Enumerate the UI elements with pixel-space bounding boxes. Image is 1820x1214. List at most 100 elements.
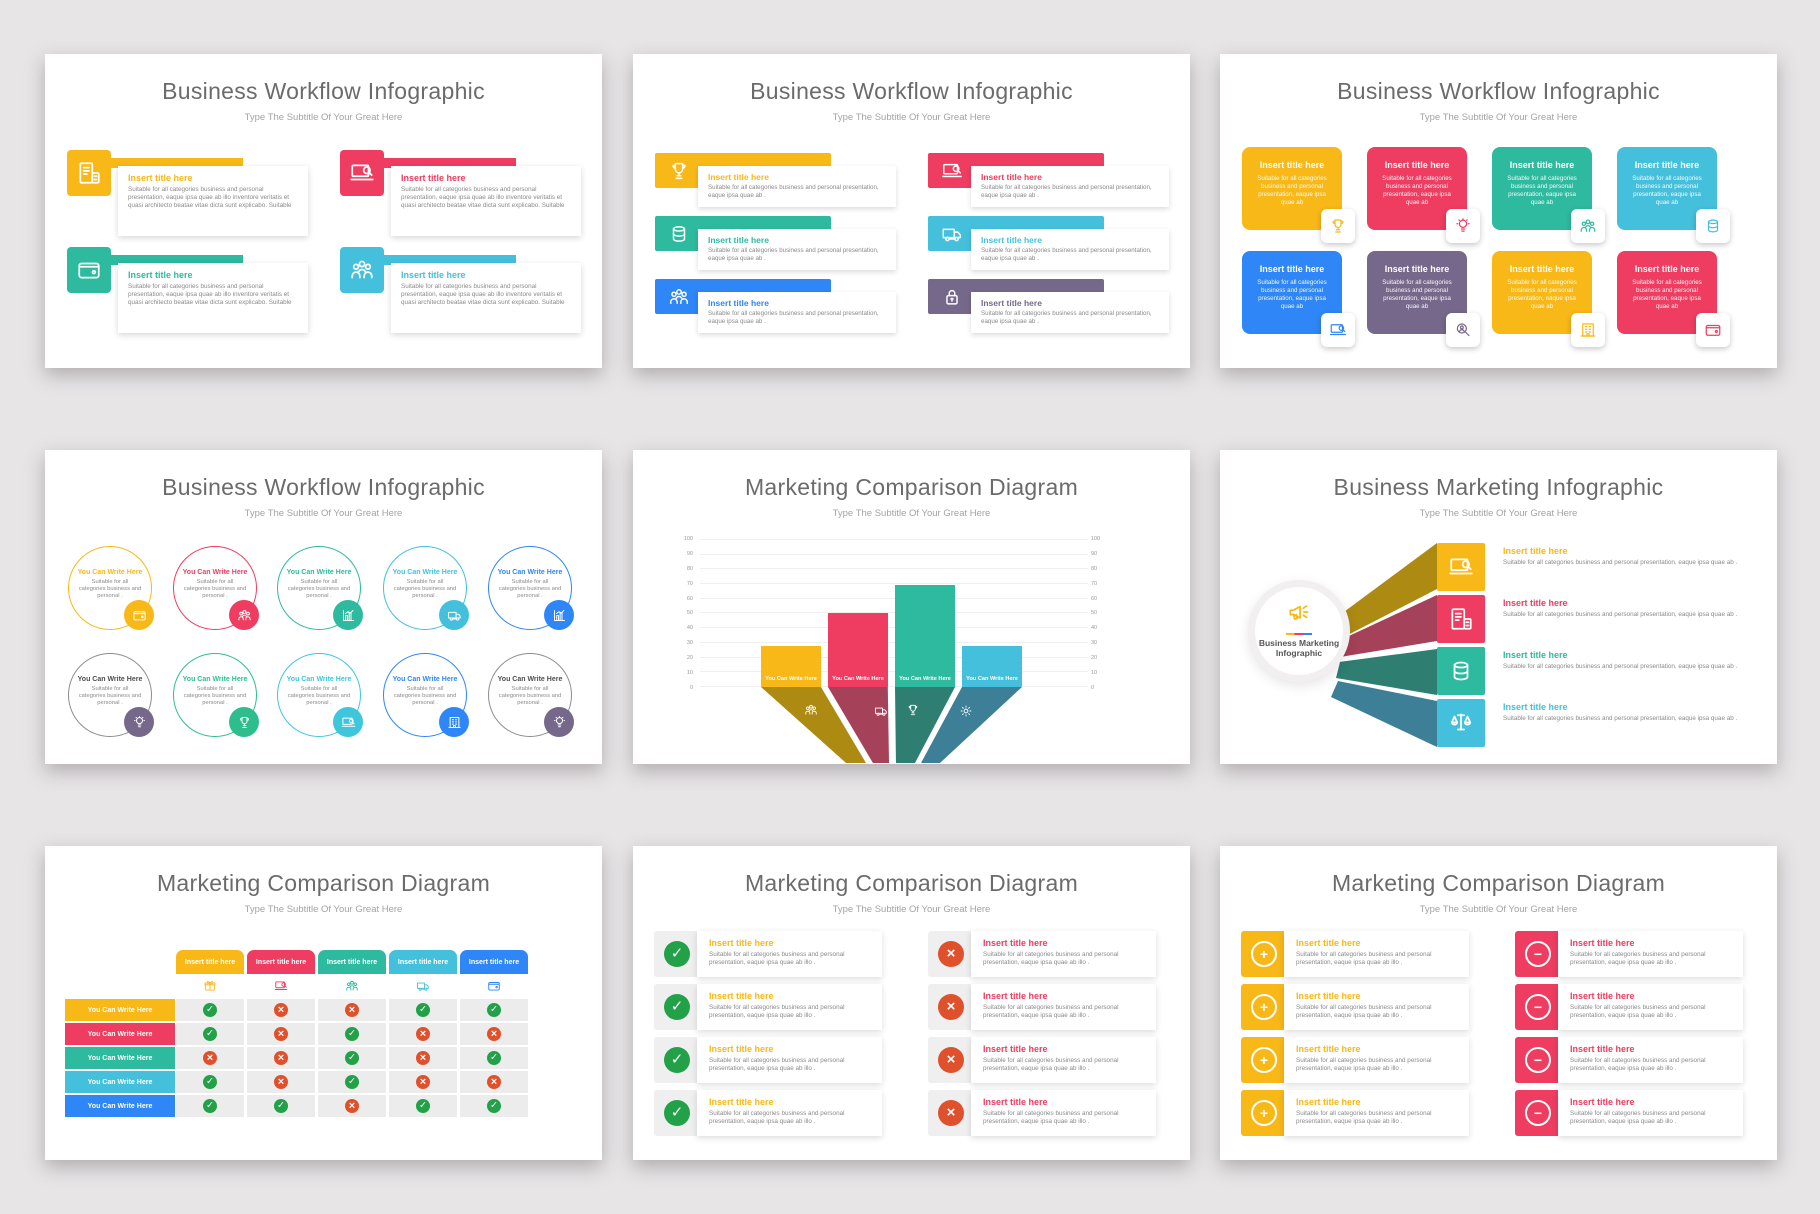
fan-text-item: Insert title here Suitable for all categ… [1503, 598, 1759, 619]
icon-tile: × [928, 1090, 974, 1136]
table-cell: × [460, 1023, 528, 1045]
item-title: Insert title here [983, 938, 1048, 948]
wallet-icon [132, 608, 147, 623]
slide-check-cross-list[interactable]: Marketing Comparison Diagram Type The Su… [633, 846, 1190, 1160]
icon-tile: + [1241, 931, 1287, 977]
gridline [700, 627, 1088, 629]
axis-tick-label: 70 [686, 580, 693, 587]
table-column-header: Insert title here [460, 950, 528, 974]
slide-subtitle: Type The Subtitle Of Your Great Here [1419, 112, 1578, 123]
item-body: Suitable for all categories business and… [401, 283, 565, 306]
row-cells: ✓ × ✓ × × [45, 1071, 602, 1093]
workflow-bar-item: Insert title here Suitable for all categ… [928, 279, 1201, 335]
column-title: Insert title here [468, 958, 520, 966]
idea-bulb-icon [552, 715, 567, 730]
slide-marketing-fan[interactable]: Business Marketing Infographic Type The … [1220, 450, 1777, 764]
document-calculator-icon [76, 160, 102, 186]
gridline [700, 568, 1088, 570]
item-title: Insert title here [1503, 546, 1568, 556]
laptop-search-icon [341, 715, 356, 730]
circle-item: You Can Write Here Suitable for all cate… [383, 546, 469, 630]
slide-title: Marketing Comparison Diagram [156, 870, 491, 896]
item-body: Suitable for all categories business and… [709, 1004, 845, 1019]
team-icon [804, 703, 818, 717]
text-card: Insert title here Suitable for all categ… [697, 1037, 882, 1083]
item-body: Suitable for all categories business and… [708, 247, 879, 262]
list-item: + Insert title here Suitable for all cat… [1241, 984, 1469, 1030]
team-icon [1579, 217, 1597, 235]
icon-dot [544, 707, 574, 737]
slide-plus-minus-list[interactable]: Marketing Comparison Diagram Type The Su… [1220, 846, 1777, 1160]
item-title: Insert title here [709, 1044, 774, 1054]
item-title: You Can Write Here [77, 569, 143, 576]
slide-title: Business Marketing Infographic [1333, 474, 1664, 500]
trophy-icon [668, 160, 690, 182]
table-cell: ✓ [389, 999, 457, 1021]
table-cell: ✓ [176, 1071, 244, 1093]
table-column-header: Insert title here [247, 950, 315, 974]
icon-card [1571, 313, 1605, 347]
column-title: Insert title here [397, 958, 449, 966]
workflow-card-item: Insert title here Suitable for all categ… [67, 150, 308, 238]
axis-tick-label: 90 [686, 550, 693, 557]
item-title: Insert title here [709, 938, 774, 948]
circle-item: You Can Write Here Suitable for all cate… [173, 653, 259, 737]
slide-subtitle: Type The Subtitle Of Your Great Here [832, 508, 991, 519]
workflow-box-item: Insert title here Suitable for all categ… [1492, 251, 1605, 347]
item-title: Insert title here [1296, 1044, 1361, 1054]
chart-grid [700, 539, 1088, 687]
text-card: Insert title here Suitable for all categ… [971, 1037, 1156, 1083]
item-title: Insert title here [128, 173, 193, 183]
item-body: Suitable for all categories business and… [1296, 951, 1432, 966]
list-item: × Insert title here Suitable for all cat… [928, 1037, 1156, 1083]
text-card: Insert title here Suitable for all categ… [698, 166, 896, 207]
table-cell: × [247, 1023, 315, 1045]
text-card: Insert title here Suitable for all categ… [698, 292, 896, 333]
axis-tick-label: 0 [1091, 684, 1095, 691]
slide-title: Marketing Comparison Diagram [744, 870, 1079, 896]
item-title: You Can Write Here [286, 569, 352, 576]
item-body: Suitable for all categories business and… [1507, 175, 1577, 206]
circle-item: You Can Write Here Suitable for all cate… [488, 546, 574, 630]
item-title: Insert title here [708, 235, 769, 245]
table-cell: ✓ [318, 1071, 386, 1093]
item-title: You Can Write Here [392, 676, 458, 683]
item-title: Insert title here [983, 991, 1048, 1001]
column-title: Insert title here [184, 958, 236, 966]
fan-icon-square [1437, 647, 1485, 695]
item-body: Suitable for all categories business and… [1632, 175, 1702, 206]
icon-card [1446, 209, 1480, 243]
slide-comparison-table[interactable]: Marketing Comparison Diagram Type The Su… [45, 846, 602, 1160]
item-body: Suitable for all categories business and… [983, 1004, 1119, 1019]
slide-workflow-boxes[interactable]: Business Workflow Infographic Type The S… [1220, 54, 1777, 368]
table-column-header: Insert title here [176, 950, 244, 974]
workflow-box-item: Insert title here Suitable for all categ… [1242, 251, 1355, 347]
icon-dot [544, 600, 574, 630]
item-title: Insert title here [1509, 160, 1575, 170]
row-cells: ✓ × × ✓ ✓ [45, 999, 602, 1021]
cross-column: × Insert title here Suitable for all cat… [928, 931, 1156, 1136]
circle-item: You Can Write Here Suitable for all cate… [277, 546, 363, 630]
workflow-bar-item: Insert title here Suitable for all categ… [655, 216, 928, 272]
slide-workflow-cards[interactable]: Business Workflow Infographic Type The S… [45, 54, 602, 368]
slide-workflow-bars[interactable]: Business Workflow Infographic Type The S… [633, 54, 1190, 368]
slide-workflow-circles[interactable]: Business Workflow Infographic Type The S… [45, 450, 602, 764]
table-cell: × [247, 1071, 315, 1093]
text-card: Insert title here Suitable for all categ… [118, 166, 308, 236]
gridline [700, 656, 1088, 658]
slide-comparison-chart[interactable]: Marketing Comparison Diagram Type The Su… [633, 450, 1190, 764]
fan-icon-square [1437, 699, 1485, 747]
icon-tile: − [1515, 1037, 1561, 1083]
icon-tile: ✓ [654, 1037, 700, 1083]
table-row: You Can Write Here ✓ × ✓ × × [45, 1023, 602, 1045]
item-title: Insert title here [1570, 991, 1635, 1001]
item-body: Suitable for all categories business and… [287, 579, 351, 599]
table-cell: ✓ [460, 1047, 528, 1069]
table-cell: ✓ [176, 999, 244, 1021]
item-title: Insert title here [708, 172, 769, 182]
slide-subtitle: Type The Subtitle Of Your Great Here [244, 112, 403, 123]
item-body: Suitable for all categories business and… [981, 247, 1152, 262]
axis-tick-label: 60 [1091, 595, 1098, 602]
color-bar [87, 158, 243, 168]
item-title: Insert title here [1634, 264, 1700, 274]
